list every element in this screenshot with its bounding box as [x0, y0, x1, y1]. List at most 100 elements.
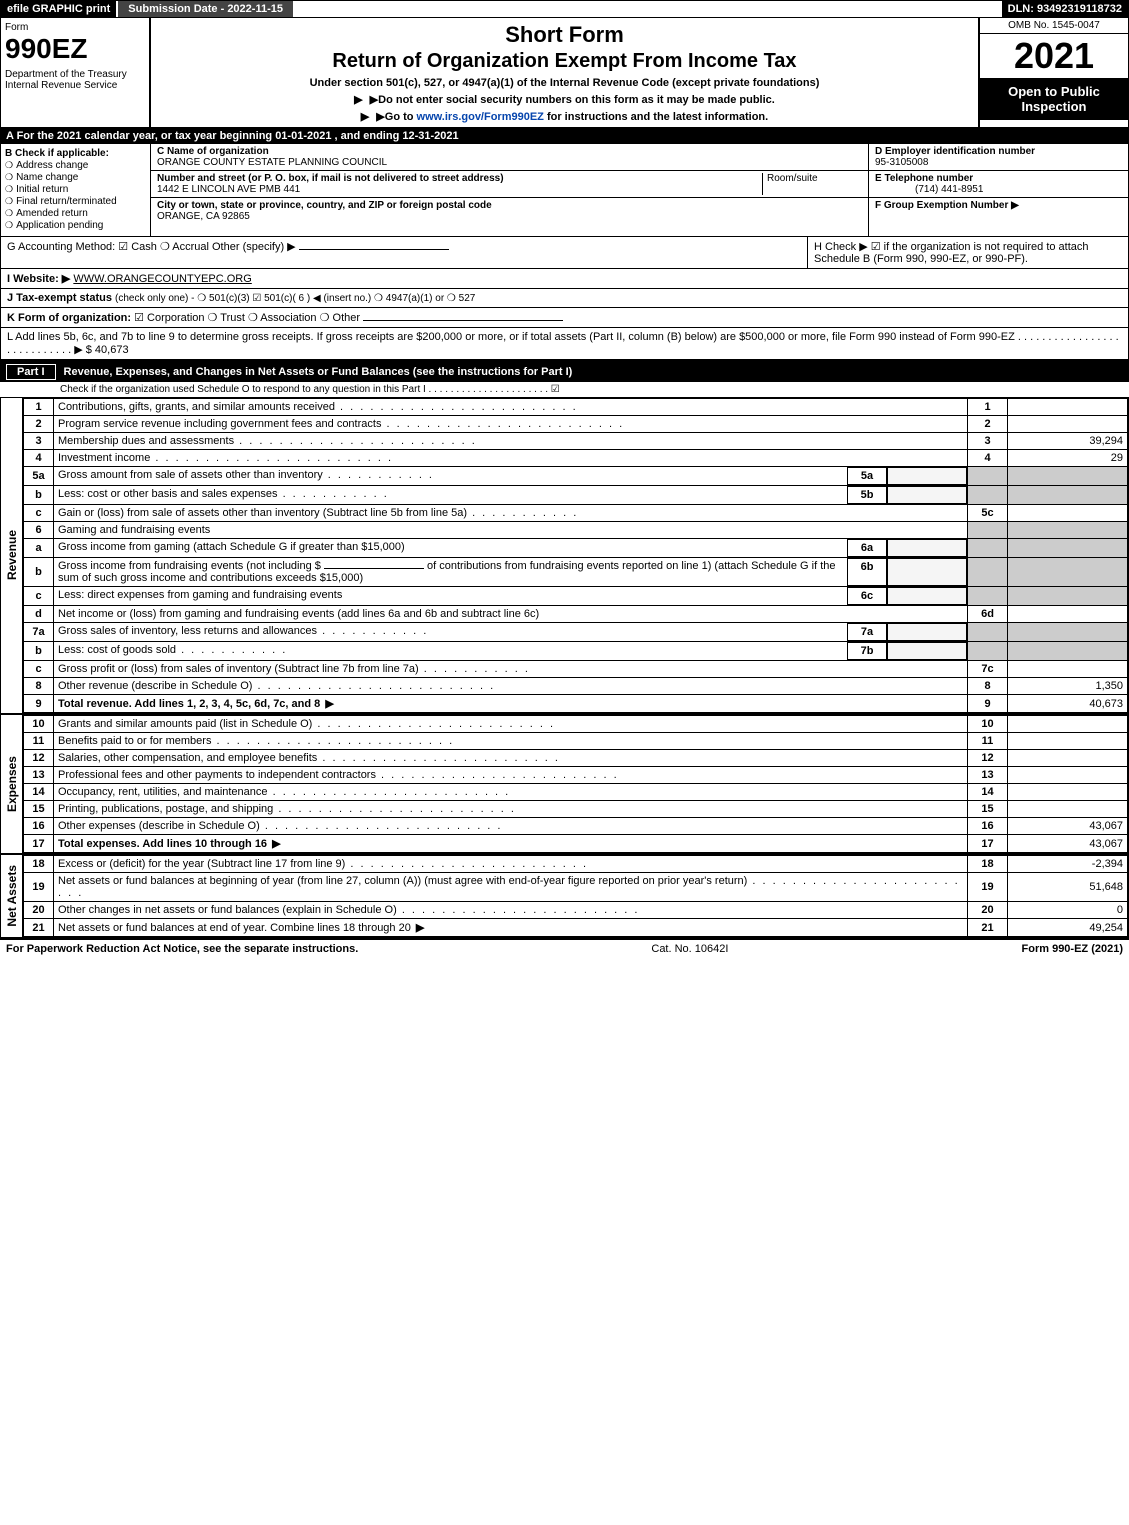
netassets-lines: 18 Excess or (deficit) for the year (Sub… — [23, 855, 1128, 937]
line-6b-val — [1008, 558, 1128, 587]
line-8-val: 1,350 — [1008, 678, 1128, 695]
line-14-val — [1008, 784, 1128, 801]
h-text: H Check ▶ ☑ if the organization is not r… — [814, 241, 1089, 265]
revenue-side-label: Revenue — [1, 398, 23, 713]
org-name-row: C Name of organization ORANGE COUNTY EST… — [151, 144, 868, 171]
line-5b-ival — [887, 486, 967, 504]
line-2-no: 2 — [24, 416, 54, 433]
line-6c-no: c — [24, 587, 54, 606]
line-5c-rno: 5c — [968, 505, 1008, 522]
line-6-desc: Gaming and fundraising events — [54, 522, 968, 539]
line-4: 4 Investment income 4 29 — [24, 450, 1128, 467]
line-3: 3 Membership dues and assessments 3 39,2… — [24, 433, 1128, 450]
line-4-no: 4 — [24, 450, 54, 467]
line-5a-val — [1008, 467, 1128, 486]
city-value: ORANGE, CA 92865 — [157, 211, 250, 222]
line-9-val: 40,673 — [1008, 695, 1128, 713]
k-value: ☑ Corporation ❍ Trust ❍ Association ❍ Ot… — [134, 312, 360, 324]
line-13-rno: 13 — [968, 767, 1008, 784]
footer-left: For Paperwork Reduction Act Notice, see … — [6, 943, 358, 955]
chk-amended-return[interactable]: Amended return — [5, 208, 146, 219]
org-name-label: C Name of organization — [157, 146, 269, 157]
line-6d-val — [1008, 606, 1128, 623]
line-7b-val — [1008, 642, 1128, 661]
form-number: 990EZ — [5, 33, 145, 65]
line-19-desc: Net assets or fund balances at beginning… — [54, 873, 968, 902]
line-5c-val — [1008, 505, 1128, 522]
irs-link[interactable]: www.irs.gov/Form990EZ — [417, 111, 544, 123]
line-16-rno: 16 — [968, 818, 1008, 835]
meta-gh-row: G Accounting Method: ☑ Cash ❍ Accrual Ot… — [0, 237, 1129, 269]
subtitle-2: Do not enter social security numbers on … — [159, 93, 970, 106]
line-16-no: 16 — [24, 818, 54, 835]
website-link[interactable]: WWW.ORANGECOUNTYEPC.ORG — [73, 273, 251, 285]
chk-application-pending[interactable]: Application pending — [5, 220, 146, 231]
line-7c-val — [1008, 661, 1128, 678]
line-20-no: 20 — [24, 902, 54, 919]
line-17-no: 17 — [24, 835, 54, 853]
info-row-bcd: B Check if applicable: Address change Na… — [0, 144, 1129, 237]
tel-row: E Telephone number (714) 441-8951 — [869, 171, 1128, 198]
line-7a-desc-wrap: Gross sales of inventory, less returns a… — [54, 623, 968, 642]
line-15-rno: 15 — [968, 801, 1008, 818]
form-header: Form 990EZ Department of the Treasury In… — [0, 18, 1129, 128]
chk-name-change[interactable]: Name change — [5, 172, 146, 183]
line-11-no: 11 — [24, 733, 54, 750]
chk-final-return[interactable]: Final return/terminated — [5, 196, 146, 207]
line-20-rno: 20 — [968, 902, 1008, 919]
line-6a-rno — [968, 539, 1008, 558]
footer-center: Cat. No. 10642I — [651, 943, 728, 955]
line-8-rno: 8 — [968, 678, 1008, 695]
street-row: Number and street (or P. O. box, if mail… — [151, 171, 868, 198]
meta-j-row: J Tax-exempt status (check only one) - ❍… — [0, 289, 1129, 308]
line-6b: b Gross income from fundraising events (… — [24, 558, 1128, 587]
line-14: 14 Occupancy, rent, utilities, and maint… — [24, 784, 1128, 801]
col-b-header: B Check if applicable: — [5, 148, 146, 159]
line-6b-ibox: 6b — [847, 558, 887, 586]
line-5a: 5a Gross amount from sale of assets othe… — [24, 467, 1128, 486]
line-6-val — [1008, 522, 1128, 539]
line-2: 2 Program service revenue including gove… — [24, 416, 1128, 433]
chk-initial-return[interactable]: Initial return — [5, 184, 146, 195]
line-5b-ibox: 5b — [847, 486, 887, 504]
j-label: J Tax-exempt status — [7, 292, 112, 304]
line-5c: c Gain or (loss) from sale of assets oth… — [24, 505, 1128, 522]
line-10-val — [1008, 716, 1128, 733]
omb-number: OMB No. 1545-0047 — [980, 18, 1128, 34]
line-21-val: 49,254 — [1008, 919, 1128, 937]
line-14-rno: 14 — [968, 784, 1008, 801]
top-bar-left: efile GRAPHIC print Submission Date - 20… — [1, 1, 293, 17]
line-6b-blank[interactable] — [324, 568, 424, 569]
line-10: 10 Grants and similar amounts paid (list… — [24, 716, 1128, 733]
line-8: 8 Other revenue (describe in Schedule O)… — [24, 678, 1128, 695]
line-14-desc: Occupancy, rent, utilities, and maintena… — [54, 784, 968, 801]
line-7c: c Gross profit or (loss) from sales of i… — [24, 661, 1128, 678]
line-21: 21 Net assets or fund balances at end of… — [24, 919, 1128, 937]
ein-row: D Employer identification number 95-3105… — [869, 144, 1128, 171]
street-cell: Number and street (or P. O. box, if mail… — [157, 173, 762, 195]
h-check: H Check ▶ ☑ if the organization is not r… — [808, 237, 1128, 268]
line-20-val: 0 — [1008, 902, 1128, 919]
line-7a: 7a Gross sales of inventory, less return… — [24, 623, 1128, 642]
line-3-no: 3 — [24, 433, 54, 450]
line-8-desc: Other revenue (describe in Schedule O) — [54, 678, 968, 695]
line-5b-no: b — [24, 486, 54, 505]
line-12-rno: 12 — [968, 750, 1008, 767]
line-6c-desc-wrap: Less: direct expenses from gaming and fu… — [54, 587, 968, 606]
city-row: City or town, state or province, country… — [151, 198, 868, 224]
l-text: L Add lines 5b, 6c, and 7b to line 9 to … — [7, 331, 1119, 356]
k-other-input[interactable] — [363, 320, 563, 321]
chk-address-change[interactable]: Address change — [5, 160, 146, 171]
line-13-desc: Professional fees and other payments to … — [54, 767, 968, 784]
expenses-side-label: Expenses — [1, 715, 23, 853]
line-8-no: 8 — [24, 678, 54, 695]
k-label: K Form of organization: — [7, 312, 131, 324]
line-6a-desc-wrap: Gross income from gaming (attach Schedul… — [54, 539, 968, 558]
line-3-val: 39,294 — [1008, 433, 1128, 450]
g-other-input[interactable] — [299, 249, 449, 250]
line-11-rno: 11 — [968, 733, 1008, 750]
line-1-rno: 1 — [968, 399, 1008, 416]
line-12: 12 Salaries, other compensation, and emp… — [24, 750, 1128, 767]
department-label: Department of the Treasury Internal Reve… — [5, 69, 145, 91]
line-11: 11 Benefits paid to or for members 11 — [24, 733, 1128, 750]
